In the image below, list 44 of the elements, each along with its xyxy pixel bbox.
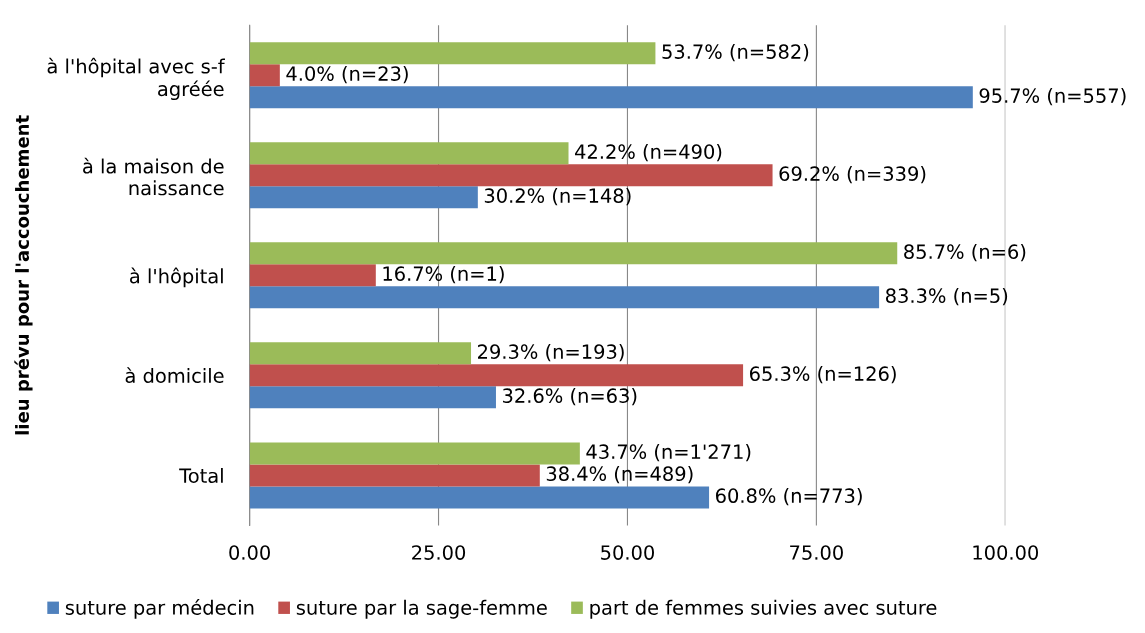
- bar: [249, 364, 744, 387]
- data-label: 53.7% (n=582): [662, 43, 809, 62]
- bar: [249, 442, 580, 465]
- data-label: 30.2% (n=148): [484, 187, 631, 206]
- bar: [249, 242, 898, 265]
- data-label: 95.7% (n=557): [979, 87, 1126, 106]
- bar: [249, 186, 478, 209]
- bar: [249, 486, 710, 509]
- bar: [249, 286, 880, 309]
- x-tick-label: 100.00: [973, 545, 1039, 560]
- legend-label: part de femmes suivies avec suture: [590, 599, 937, 619]
- data-label: 65.3% (n=126): [750, 365, 896, 384]
- bar: [249, 264, 376, 287]
- data-label: 43.7% (n=1'271): [586, 443, 751, 462]
- bar: [249, 386, 496, 409]
- data-label: 83.3% (n=5): [885, 287, 1008, 306]
- bar: [249, 86, 973, 109]
- data-label: 16.7% (n=1): [383, 265, 504, 284]
- data-label: 29.3% (n=193): [478, 343, 624, 362]
- legend-label: suture par la sage-femme: [296, 599, 547, 619]
- bar: [249, 142, 569, 165]
- y-tick-label: Total: [179, 468, 223, 484]
- y-tick-label: à domicile: [125, 367, 224, 384]
- bar: [249, 164, 773, 187]
- data-label: 38.4% (n=489): [546, 465, 693, 484]
- y-tick-label: à l'hôpital: [130, 267, 223, 288]
- data-label: 60.8% (n=773): [715, 488, 862, 506]
- y-tick-label: à la maison de naissance: [83, 157, 224, 196]
- legend-label: suture par médecin: [65, 599, 254, 619]
- x-tick-label: 75.00: [790, 545, 843, 560]
- y-axis-title: lieu prévu pour l'accouchement: [14, 115, 33, 435]
- y-tick-label: à l'hôpital avec s-f agréée: [47, 57, 225, 101]
- x-tick-label: 25.00: [412, 545, 466, 560]
- bar: [249, 342, 472, 365]
- bar: [249, 464, 540, 487]
- x-tick-label: 50.00: [601, 545, 654, 560]
- data-label: 4.0% (n=23): [286, 65, 408, 84]
- bar: [249, 42, 656, 65]
- x-tick-label: 0.00: [229, 545, 270, 560]
- data-label: 69.2% (n=339): [779, 165, 926, 184]
- bar: [249, 64, 280, 87]
- data-label: 85.7% (n=6): [904, 243, 1026, 262]
- data-label: 32.6% (n=63): [503, 387, 637, 406]
- data-label: 42.2% (n=490): [575, 143, 722, 162]
